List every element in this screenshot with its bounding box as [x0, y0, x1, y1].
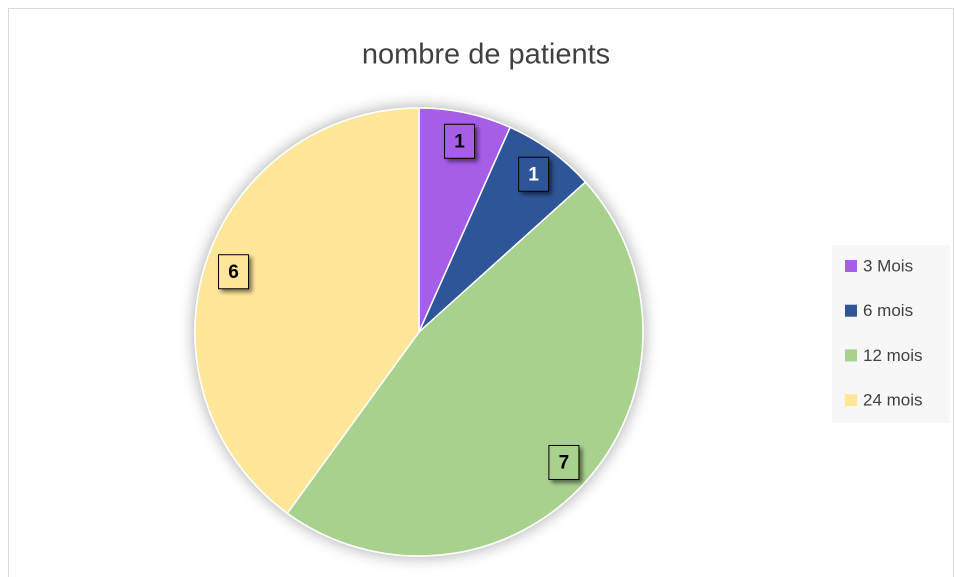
legend-swatch [845, 394, 857, 407]
legend-label: 3 Mois [863, 256, 913, 275]
data-label-box [218, 254, 250, 290]
data-label: 1 [528, 164, 539, 185]
legend-label: 12 mois [863, 346, 923, 365]
legend-swatch [845, 304, 857, 317]
legend-label: 24 mois [863, 391, 923, 410]
chart-title: nombre de patients [362, 39, 610, 71]
legend-swatch [845, 260, 857, 272]
data-label-box [518, 156, 550, 192]
data-label-box [444, 123, 476, 159]
data-label: 7 [559, 452, 570, 473]
legend-box [832, 245, 950, 423]
legend-label: 6 mois [863, 301, 913, 320]
pie-slice [194, 107, 420, 515]
pie [194, 107, 644, 557]
data-label-box [548, 444, 580, 480]
data-label: 6 [228, 262, 239, 283]
legend-swatch [845, 349, 857, 362]
data-label: 1 [454, 131, 465, 152]
